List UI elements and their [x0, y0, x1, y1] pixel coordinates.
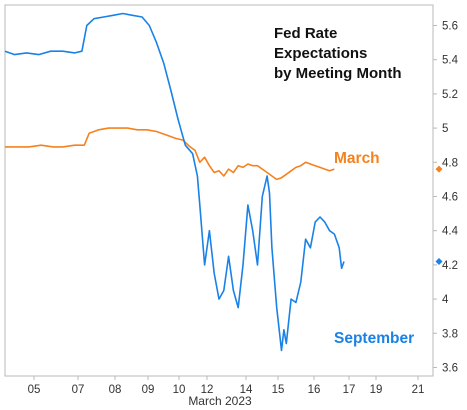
y-tick-label: 4.4 — [442, 226, 459, 238]
x-tick-label: 12 — [201, 384, 214, 396]
x-axis-label: March 2023 — [188, 394, 252, 408]
x-tick-label: 10 — [173, 384, 186, 396]
end-markers — [435, 165, 443, 265]
x-tick-label: 14 — [240, 384, 253, 396]
series-layer — [4, 12, 345, 352]
chart-title-line-1: Fed Rate — [274, 25, 337, 42]
end-marker-september — [435, 257, 443, 265]
y-axis: 3.6 3.8 4 4.2 4.4 4.6 4.8 5 5.2 5.4 5.6 — [433, 21, 459, 374]
y-tick-label: 4.6 — [442, 191, 458, 203]
x-tick-label: 05 — [28, 384, 41, 396]
y-tick-label: 5.4 — [442, 55, 459, 67]
x-tick-label: 07 — [72, 384, 85, 396]
plot-area-border — [4, 4, 434, 377]
x-tick-label: 16 — [308, 384, 321, 396]
y-tick-label: 5 — [442, 123, 448, 135]
y-tick-label: 3.6 — [442, 362, 458, 374]
x-tick-label: 09 — [142, 384, 155, 396]
series-label-september: September — [334, 330, 414, 347]
y-tick-label: 4.2 — [442, 260, 458, 272]
y-tick-label: 4.8 — [442, 157, 458, 169]
x-axis: 05 07 08 09 10 12 14 15 16 17 19 21 — [28, 376, 425, 396]
series-line-september — [4, 12, 345, 352]
y-tick-label: 5.2 — [442, 89, 458, 101]
y-tick-label: 4 — [442, 294, 449, 306]
end-marker-march — [435, 165, 443, 173]
x-tick-label: 17 — [343, 384, 356, 396]
x-tick-label: 15 — [272, 384, 285, 396]
y-tick-label: 3.8 — [442, 328, 458, 340]
series-line-march — [5, 127, 335, 181]
series-label-march: March — [334, 150, 380, 167]
chart-title: Fed Rate Expectations by Meeting Month — [274, 25, 402, 82]
x-tick-label: 21 — [412, 384, 425, 396]
chart-title-line-2: Expectations — [274, 45, 367, 62]
y-tick-label: 5.6 — [442, 21, 458, 33]
plot-frame — [4, 4, 434, 377]
chart-title-line-3: by Meeting Month — [274, 65, 402, 82]
x-tick-label: 19 — [370, 384, 383, 396]
x-tick-label: 08 — [109, 384, 122, 396]
